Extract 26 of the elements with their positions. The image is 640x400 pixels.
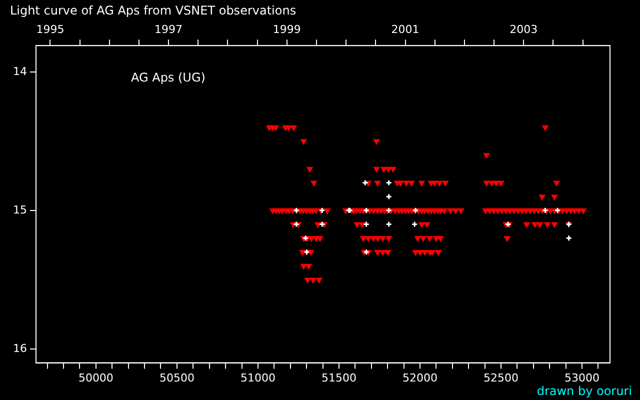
point bbox=[386, 179, 392, 186]
text: drawn by ooruri bbox=[536, 384, 632, 398]
y-tick-label: 14 bbox=[12, 64, 27, 78]
x2-tick-label: 1997 bbox=[154, 22, 183, 36]
x-tick-label: 53000 bbox=[564, 371, 600, 384]
y-tick-label: 16 bbox=[12, 342, 27, 355]
point bbox=[318, 221, 326, 228]
x2-tick-label: 2003 bbox=[510, 22, 538, 36]
annotation: AG Aps (UG) bbox=[130, 70, 206, 85]
x2-tick-label: 1995 bbox=[36, 22, 64, 36]
x-tick-label: 51000 bbox=[240, 371, 276, 384]
point bbox=[386, 193, 392, 200]
point bbox=[362, 179, 368, 186]
point bbox=[411, 221, 418, 228]
point bbox=[386, 221, 392, 228]
x-tick-label: 51500 bbox=[321, 371, 356, 384]
x-tick-label: 52500 bbox=[483, 371, 518, 384]
x2-tick-label: 1999 bbox=[272, 22, 301, 36]
x-tick-label: 52000 bbox=[402, 371, 438, 384]
x-tick-label: 50000 bbox=[78, 371, 114, 384]
x2-tick-label: 2001 bbox=[391, 22, 420, 36]
point bbox=[566, 234, 572, 242]
chart-title: Light curve of AG Aps from VSNET observations bbox=[10, 3, 296, 18]
y-tick-label: 15 bbox=[12, 203, 27, 216]
x-tick-label: 50500 bbox=[159, 371, 194, 384]
point bbox=[363, 221, 370, 228]
